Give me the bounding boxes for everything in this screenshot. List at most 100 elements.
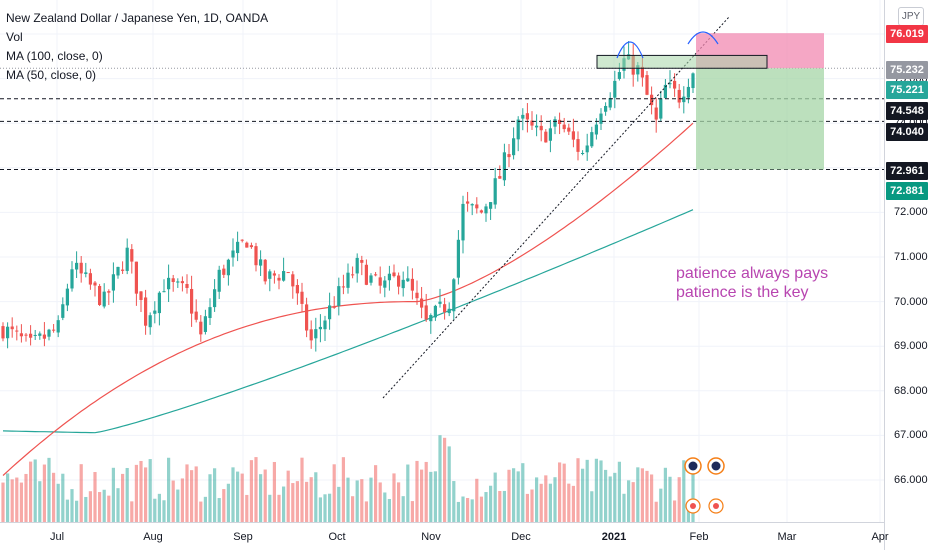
- volume-bar: [401, 496, 405, 522]
- candle-body: [249, 245, 253, 248]
- candle-body: [277, 277, 281, 281]
- candle-body: [15, 330, 19, 332]
- volume-bar: [438, 435, 442, 522]
- volume-bar: [470, 499, 474, 522]
- volume-bar: [640, 468, 644, 522]
- candle-body: [213, 289, 217, 308]
- volume-bar: [599, 460, 603, 522]
- candle-body: [387, 273, 391, 281]
- volume-bar: [571, 485, 575, 522]
- legend-ma50[interactable]: MA (50, close, 0): [6, 68, 97, 82]
- volume-bar: [461, 496, 465, 522]
- volume-bar: [617, 461, 621, 522]
- candle-body: [185, 284, 189, 288]
- volume-bar: [378, 482, 382, 522]
- candle-body: [65, 288, 69, 306]
- volume-bar: [332, 464, 336, 522]
- volume-bar: [65, 499, 69, 522]
- volume-bar: [295, 481, 299, 522]
- volume-bar: [447, 446, 451, 522]
- candle-body: [571, 131, 575, 140]
- candle-body: [686, 86, 690, 98]
- volume-bar: [512, 468, 516, 522]
- candle-body: [130, 249, 134, 262]
- candle-body: [75, 262, 79, 270]
- candle-body: [259, 259, 263, 266]
- volume-bar: [217, 498, 221, 522]
- candle-body: [245, 242, 249, 248]
- candle-body: [512, 138, 516, 156]
- volume-bar: [420, 469, 424, 522]
- volume-bar: [424, 461, 428, 522]
- volume-bar: [456, 501, 460, 522]
- candle-body: [134, 261, 138, 294]
- volume-bar: [29, 461, 33, 522]
- volume-bar: [627, 480, 631, 522]
- volume-bar: [516, 471, 520, 522]
- candle-body: [663, 84, 667, 99]
- candle-body: [452, 279, 456, 312]
- volume-bar: [558, 462, 562, 522]
- candle-body: [659, 98, 663, 119]
- candle-body: [194, 311, 198, 320]
- candle-body: [364, 264, 368, 285]
- volume-bar: [249, 460, 253, 522]
- candle-body: [38, 333, 42, 336]
- volume-bar: [171, 480, 175, 522]
- volume-bar: [576, 458, 580, 522]
- volume-bar: [548, 483, 552, 522]
- volume-bar: [525, 493, 529, 522]
- legend-volume[interactable]: Vol: [6, 30, 23, 44]
- volume-bar: [309, 477, 313, 522]
- legend-ma100[interactable]: MA (100, close, 0): [6, 49, 103, 63]
- candle-body: [254, 246, 258, 266]
- volume-bar: [415, 460, 419, 522]
- volume-bar: [590, 491, 594, 522]
- candle-body: [42, 334, 46, 339]
- volume-bar: [167, 457, 171, 522]
- candle-body: [507, 154, 511, 158]
- candle-body: [691, 73, 695, 89]
- volume-bar: [594, 458, 598, 522]
- volume-bar: [107, 495, 111, 522]
- candle-body: [208, 307, 212, 319]
- volume-bar: [663, 467, 667, 522]
- volume-bar: [199, 501, 203, 522]
- candle-body: [636, 65, 640, 75]
- candle-body: [599, 113, 603, 124]
- candle-body: [332, 306, 336, 308]
- candle-body: [493, 178, 497, 205]
- candle-body: [438, 301, 442, 304]
- volume-bar: [203, 496, 207, 522]
- volume-bar: [70, 489, 74, 522]
- candle-body: [544, 131, 548, 143]
- volume-bar: [682, 460, 686, 522]
- candle-body: [351, 274, 355, 276]
- candle-body: [410, 278, 414, 291]
- take-profit-zone: [696, 68, 824, 170]
- resistance-zone: [596, 54, 768, 69]
- currency-button[interactable]: JPY: [898, 7, 924, 26]
- candle-body: [604, 105, 608, 112]
- candle-body: [466, 201, 470, 204]
- volume-bar: [268, 494, 272, 522]
- volume-bar: [88, 491, 92, 522]
- candle-body: [374, 274, 378, 276]
- volume-bar: [507, 469, 511, 522]
- volume-bar: [493, 472, 497, 522]
- candle-body: [594, 124, 598, 135]
- volume-bar: [208, 474, 212, 522]
- candle-body: [236, 241, 240, 254]
- volume-bar: [139, 460, 143, 522]
- candle-body: [153, 310, 157, 314]
- volume-bar: [539, 483, 543, 522]
- candle-body: [268, 271, 272, 279]
- volume-bar: [180, 478, 184, 522]
- volume-bar: [47, 457, 51, 522]
- volume-bar: [502, 490, 506, 522]
- price-tag: 72.881: [886, 182, 928, 200]
- volume-bar: [134, 464, 138, 522]
- candle-body: [328, 305, 332, 320]
- candle-body: [125, 247, 129, 271]
